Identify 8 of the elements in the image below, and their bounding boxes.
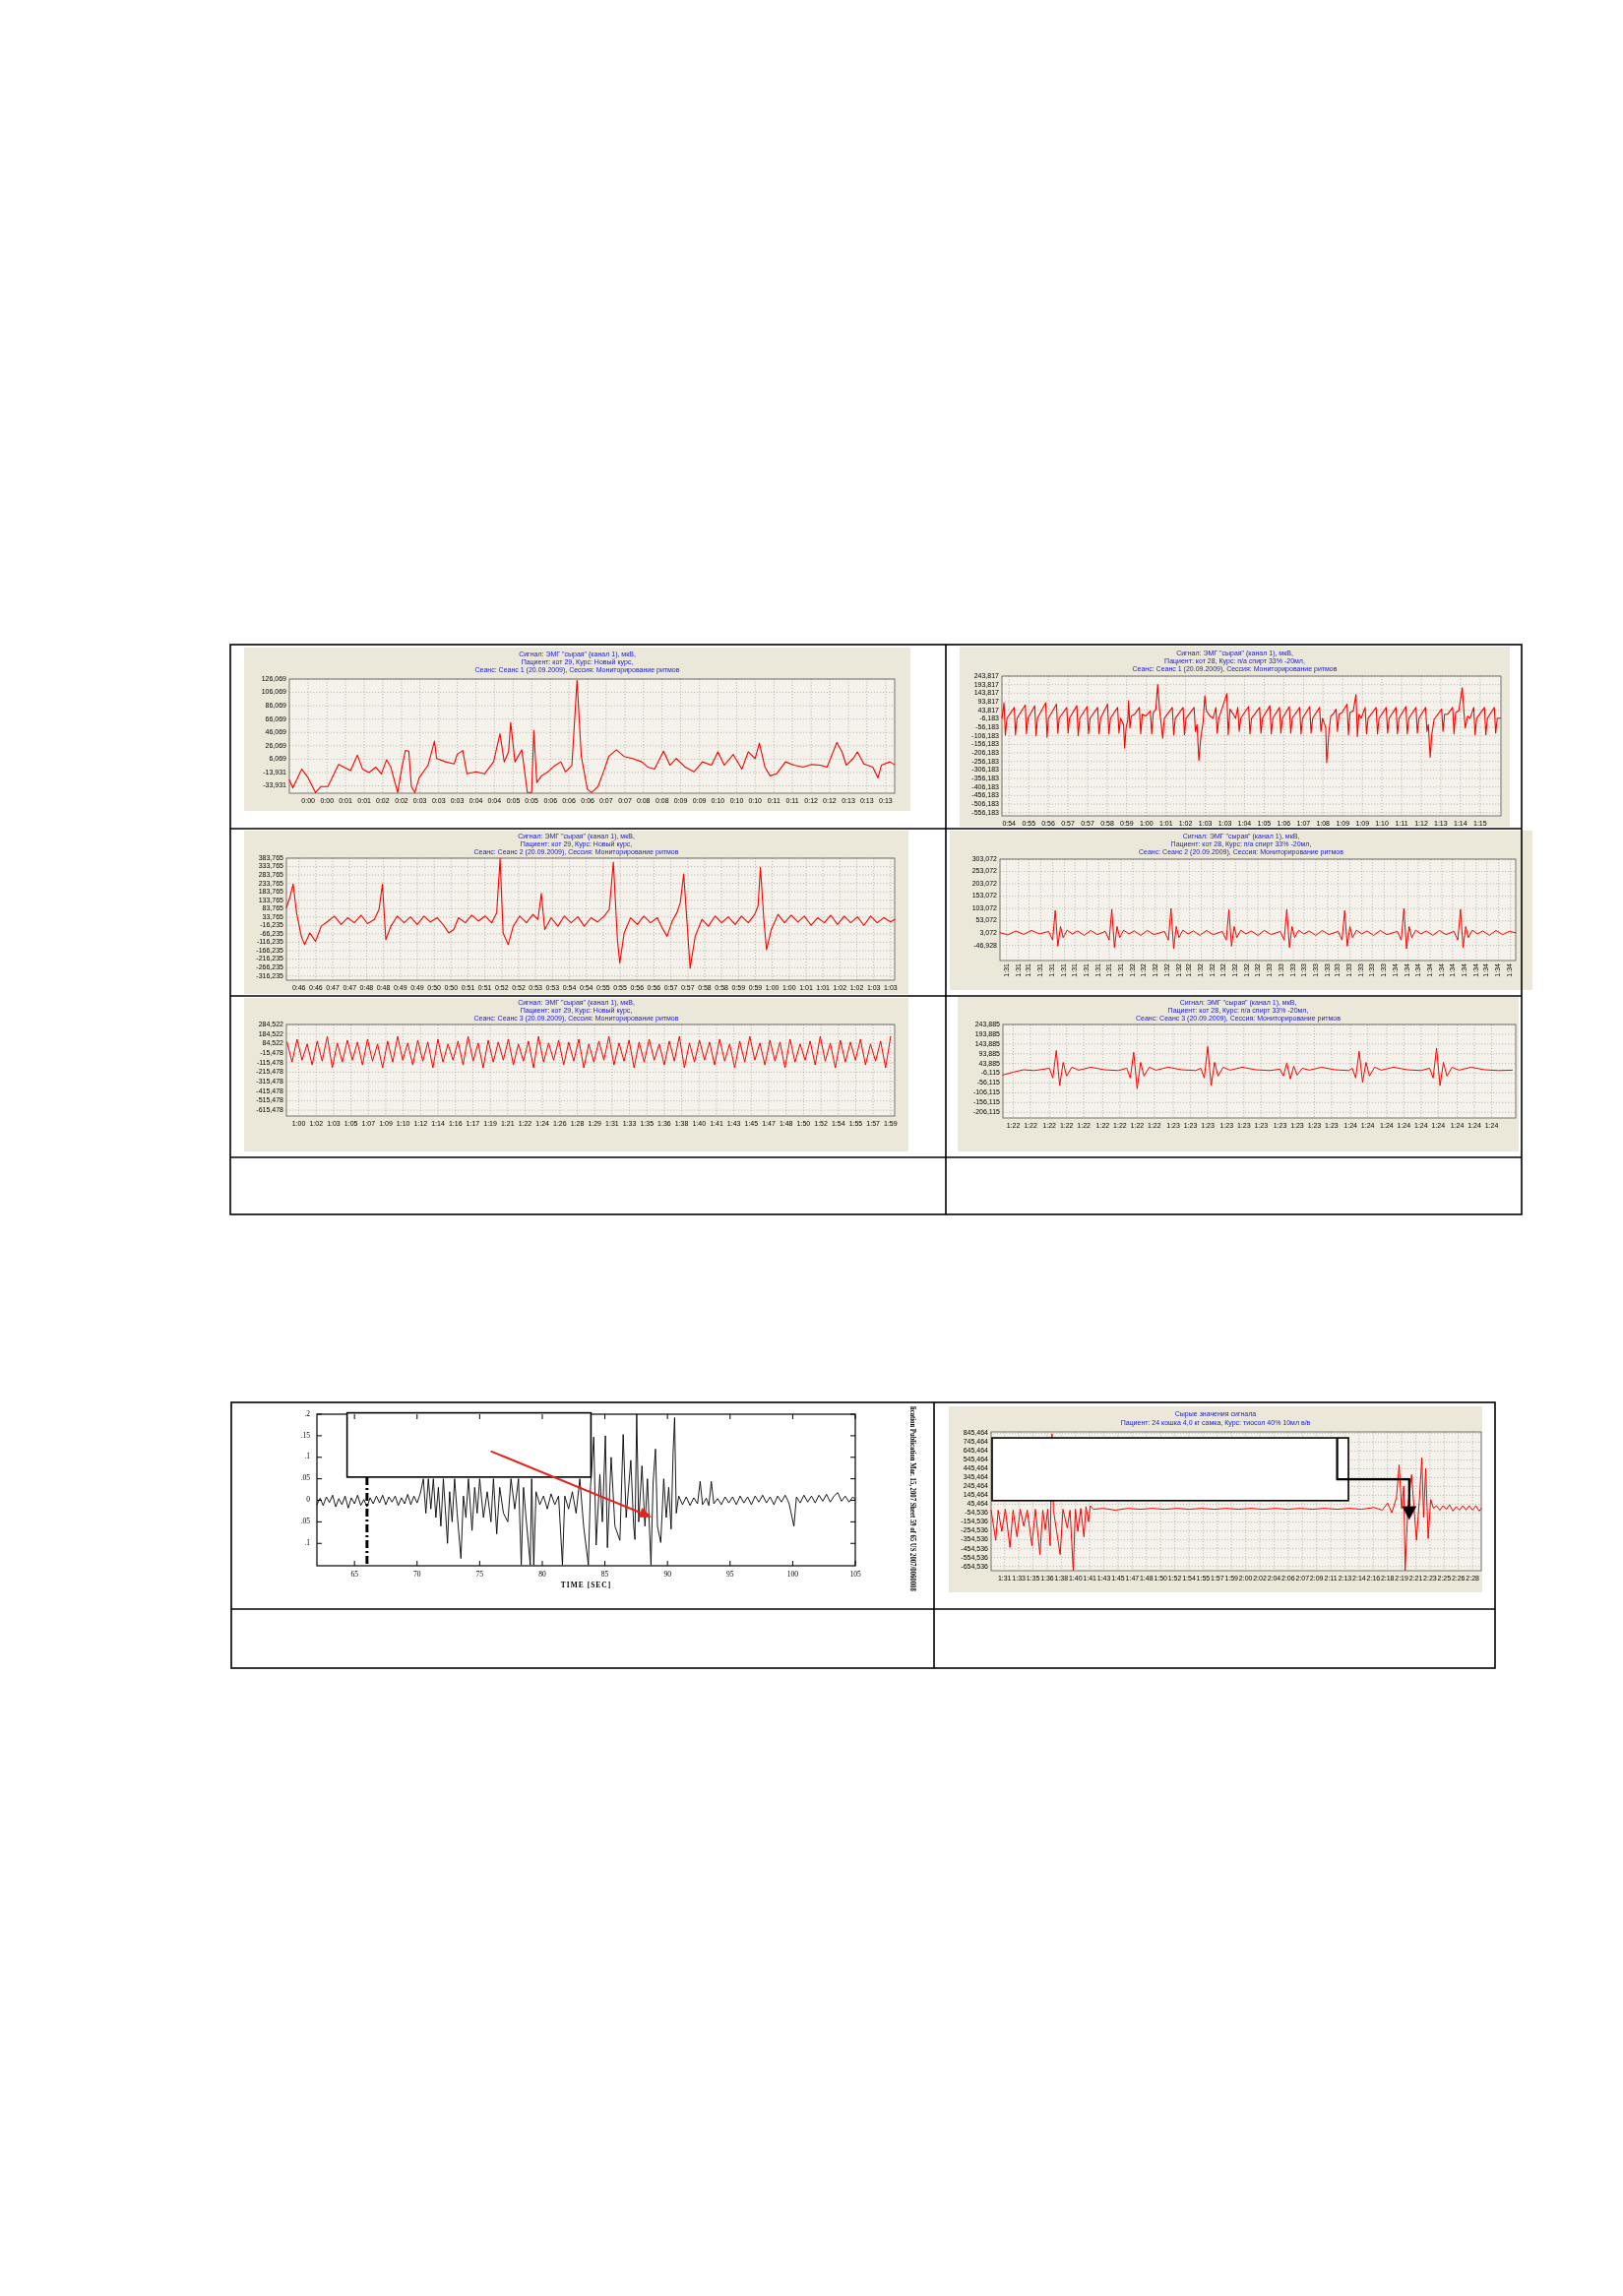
line-series [990, 1433, 1482, 1572]
line-series [285, 858, 896, 969]
line-series [999, 907, 1517, 950]
line-series [1002, 1045, 1513, 1089]
line-series [288, 679, 896, 793]
line-series [286, 1035, 892, 1069]
text: lication Publication Mar. 15, 2007 Sheet 59 of 65 US 2007/0060008 [907, 1406, 918, 1591]
line-series [1001, 683, 1502, 764]
